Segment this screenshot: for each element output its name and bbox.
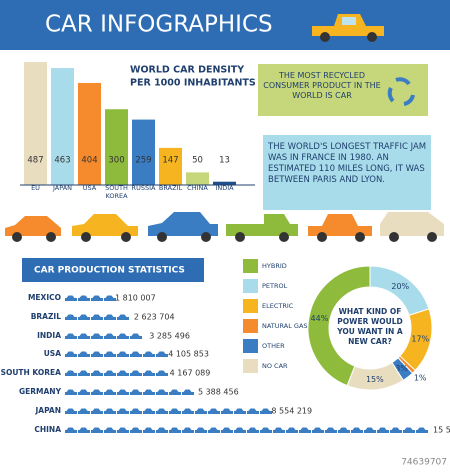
slice-label: 1% [414, 374, 427, 383]
x-tick-wrap: SOUTH KOREA [105, 184, 128, 200]
row-label: INDIA [37, 331, 61, 340]
row-label: USA [44, 349, 61, 358]
x-tick-wrap: BRAZIL [158, 184, 183, 192]
car-bar [65, 389, 194, 395]
slice-label: 3% [395, 364, 408, 373]
x-tick-wrap: JAPAN [52, 184, 73, 192]
value-label: 5 388 456 [198, 388, 239, 397]
header-band [0, 0, 450, 50]
x-tick-label: RUSSIA [131, 184, 156, 192]
bar [159, 147, 182, 185]
slice-label: 20% [391, 282, 409, 291]
row-label: BRAZIL [31, 312, 62, 321]
x-tick-label: USA [82, 184, 97, 192]
slice-label: 44% [311, 314, 329, 323]
x-tick-wrap: EU [31, 184, 40, 192]
x-tick-label: CHINA [187, 184, 208, 192]
section-title: CAR PRODUCTION STATISTICS [34, 266, 185, 276]
x-tick-wrap: RUSSIA [131, 184, 156, 192]
recycle-icon [387, 77, 415, 106]
car-bar [65, 408, 272, 414]
bar [51, 68, 74, 185]
legend-label: NO CAR [262, 362, 288, 370]
bar [132, 119, 155, 185]
car-bar [65, 295, 116, 301]
center-question: WHAT KIND OF POWER WOULD YOU WANT IN A N… [337, 307, 403, 346]
fact-wrap: THE MOST RECYCLED CONSUMER PRODUCT IN TH… [263, 71, 381, 100]
car-bar [65, 333, 142, 339]
value-label: 463 [54, 156, 70, 166]
value-label: 4 105 853 [168, 350, 209, 359]
value-label: 404 [81, 156, 97, 166]
car-bar [65, 314, 129, 320]
value-label: 15 523 658 [433, 426, 450, 435]
bar [213, 181, 236, 185]
car-bar [65, 370, 168, 376]
x-tick-label: SOUTH KOREA [105, 184, 128, 200]
value-label: 13 [219, 156, 230, 166]
charts: WORLD CAR DENSITY PER 1000 INHABITANTS 487… [1, 62, 450, 435]
x-tick-label: JAPAN [52, 184, 73, 192]
value-label: 3 285 496 [149, 332, 190, 341]
legend-swatch [243, 259, 258, 273]
value-label: 8 554 219 [271, 407, 312, 416]
legend-swatch [243, 339, 258, 353]
value-label: 4 167 089 [170, 369, 211, 378]
value-label: 147 [162, 156, 178, 166]
fact-text: THE MOST RECYCLED CONSUMER PRODUCT IN TH… [263, 71, 381, 100]
value-label: 1 810 007 [115, 294, 156, 303]
bar [24, 62, 47, 185]
legend-swatch [243, 279, 258, 293]
donut-slice [307, 265, 371, 387]
value-label: 487 [27, 156, 43, 166]
row-label: MEXICO [28, 293, 61, 302]
x-tick-wrap: USA [82, 184, 97, 192]
legend-label: PETROL [262, 282, 288, 290]
row-label: GERMANY [19, 387, 62, 396]
car-row [5, 212, 444, 242]
x-tick-label: INDIA [215, 184, 234, 192]
legend-swatch [243, 359, 258, 373]
center-wrap: WHAT KIND OF POWER WOULD YOU WANT IN A N… [337, 307, 403, 346]
car-bar [65, 427, 428, 433]
bar [78, 82, 101, 185]
row-label: JAPAN [35, 406, 62, 415]
legend-label: OTHER [262, 342, 285, 350]
x-tick-wrap: CHINA [187, 184, 208, 192]
bar [105, 109, 128, 185]
donut-slice [346, 361, 404, 391]
legend-label: ELECTRIC [262, 302, 294, 310]
x-tick-label: EU [31, 184, 40, 192]
image-id: 74639707 [401, 458, 447, 468]
chart-title: WORLD CAR DENSITY [130, 65, 244, 76]
page-title: CAR INFOGRAPHICS [45, 12, 273, 38]
chart-subtitle: PER 1000 INHABITANTS [130, 78, 256, 89]
fact-box [263, 135, 431, 210]
section-header [22, 258, 204, 282]
legend-swatch [243, 319, 258, 333]
fact-text: THE WORLD'S LONGEST TRAFFIC JAM WAS IN F… [268, 142, 427, 185]
legend-label: NATURAL GAS [262, 322, 308, 330]
legend-swatch [243, 299, 258, 313]
x-tick-label: BRAZIL [158, 184, 183, 192]
legend-label: HYBRID [262, 262, 287, 270]
car-bar [65, 351, 168, 357]
bar [186, 172, 209, 185]
pickup-icon [312, 14, 384, 42]
value-label: 300 [108, 156, 124, 166]
fact-wrap: THE WORLD'S LONGEST TRAFFIC JAM WAS IN F… [268, 142, 427, 185]
value-label: 2 623 704 [134, 313, 175, 322]
slice-label: 17% [411, 335, 429, 344]
slice-label: 15% [366, 375, 384, 384]
row-label: SOUTH KOREA [1, 368, 62, 377]
fact-box [258, 64, 428, 116]
value-label: 50 [192, 156, 203, 166]
value-label: 259 [135, 156, 151, 166]
row-label: CHINA [34, 425, 61, 434]
x-tick-wrap: INDIA [215, 184, 234, 192]
